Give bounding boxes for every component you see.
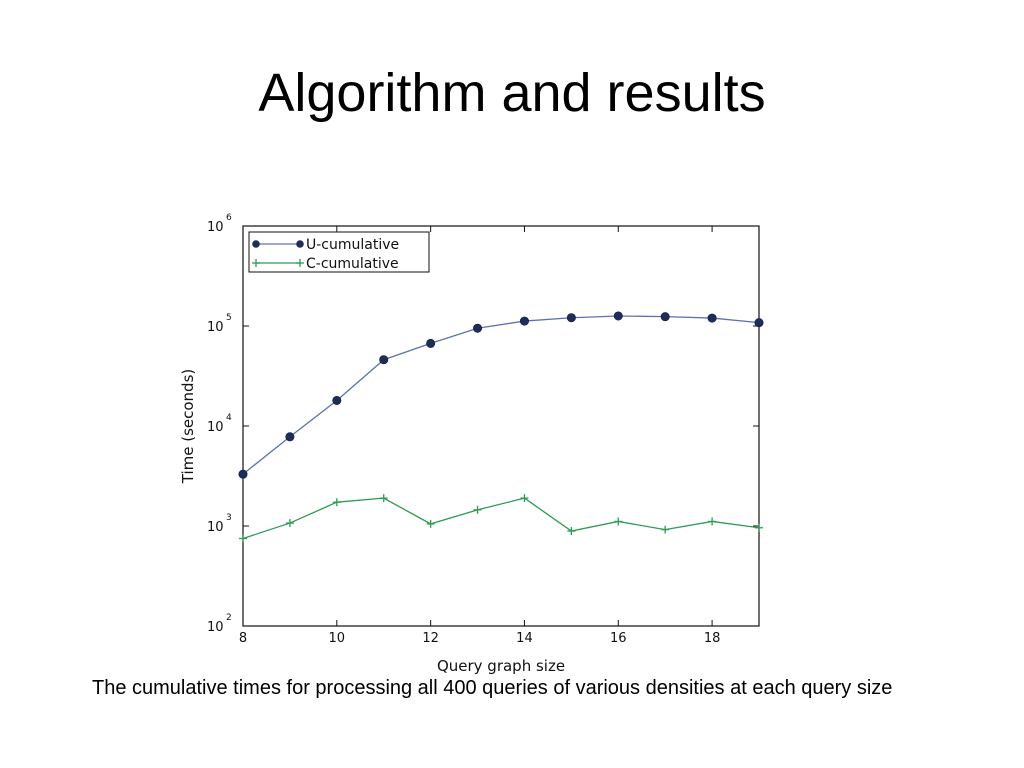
data-point xyxy=(661,525,670,534)
x-tick-label: 12 xyxy=(422,631,439,646)
legend-swatch-marker xyxy=(296,240,304,248)
slide-title: Algorithm and results xyxy=(258,63,766,123)
legend-label: C-cumulative xyxy=(306,256,399,272)
data-point xyxy=(567,527,576,536)
data-point xyxy=(519,316,529,326)
data-point xyxy=(238,469,248,479)
data-point xyxy=(379,355,389,365)
legend-label: U-cumulative xyxy=(306,237,399,253)
x-tick-label: 16 xyxy=(610,631,627,646)
data-point xyxy=(755,523,763,532)
data-point xyxy=(473,323,483,333)
data-point xyxy=(613,311,623,321)
series-lines xyxy=(242,315,760,540)
y-tick-exponent: 6 xyxy=(226,213,232,223)
legend-box xyxy=(248,231,430,273)
y-tick-exponent: 2 xyxy=(226,613,232,623)
x-axis-label: Query graph size xyxy=(437,657,565,675)
y-tick-exponent: 4 xyxy=(226,413,232,423)
y-tick-base: 10 xyxy=(207,520,224,535)
legend-entry: C-cumulative xyxy=(252,256,399,272)
y-tick-base: 10 xyxy=(207,620,224,635)
y-tick-base: 10 xyxy=(207,220,224,235)
x-tick-label: 10 xyxy=(329,631,346,646)
y-tick-label: 104 xyxy=(207,413,232,435)
data-point xyxy=(332,395,342,405)
legend: U-cumulative C-cumulative xyxy=(248,231,430,273)
data-point xyxy=(708,517,717,526)
slide-caption: The cumulative times for processing all … xyxy=(92,677,893,699)
data-point xyxy=(285,432,295,442)
data-point xyxy=(520,494,529,503)
y-tick-label: 103 xyxy=(207,513,232,535)
y-tick-base: 10 xyxy=(207,320,224,335)
y-tick-label: 105 xyxy=(207,313,232,335)
series-line-0 xyxy=(242,315,760,475)
legend-entry: U-cumulative xyxy=(252,237,399,253)
data-point xyxy=(332,498,341,507)
x-tick-label: 14 xyxy=(516,631,533,646)
data-point xyxy=(566,313,576,323)
data-point xyxy=(660,312,670,322)
data-point xyxy=(285,519,294,528)
x-tick-label: 18 xyxy=(704,631,721,646)
data-point xyxy=(426,338,436,348)
y-tick-exponent: 3 xyxy=(226,513,232,523)
data-point xyxy=(614,517,623,526)
plot-frame xyxy=(242,225,760,627)
data-point xyxy=(707,313,717,323)
x-tick-label: 8 xyxy=(239,631,247,646)
y-tick-exponent: 5 xyxy=(226,313,232,323)
y-tick-base: 10 xyxy=(207,420,224,435)
series-line-1 xyxy=(242,497,760,540)
data-point xyxy=(426,519,435,528)
legend-swatch-marker xyxy=(252,240,260,248)
data-point xyxy=(239,534,247,543)
data-point xyxy=(473,505,482,514)
y-tick-label: 106 xyxy=(207,213,232,235)
series-markers xyxy=(238,311,764,543)
data-point xyxy=(754,318,764,328)
data-point xyxy=(379,494,388,503)
y-tick-label: 102 xyxy=(207,613,232,635)
y-axis-label: Time (seconds) xyxy=(179,369,197,485)
